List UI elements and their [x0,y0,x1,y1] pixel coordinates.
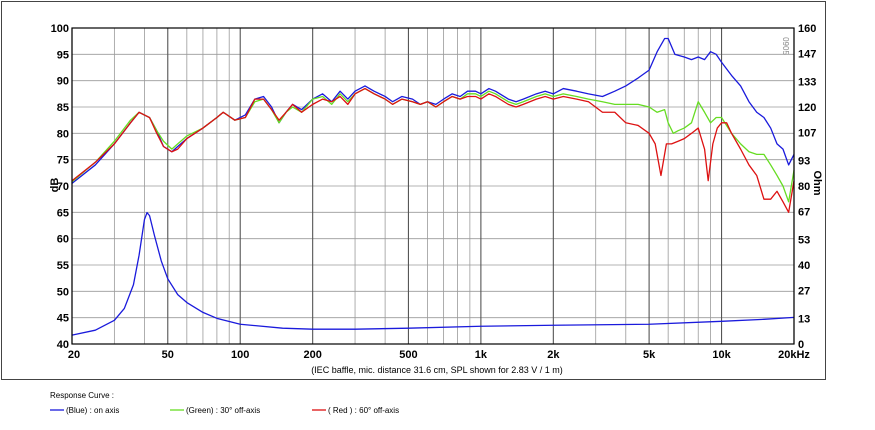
y-left-axis-title: dB [49,178,61,193]
on-axis-curve [71,37,795,184]
y-left-tick-label: 80 [57,128,69,140]
x-tick-label: 5k [643,349,656,361]
y-left-tick-label: 100 [51,23,69,35]
y-left-tick-label: 45 [57,313,69,325]
y-left-tick-label: 85 [57,102,69,114]
y-left-tick-label: 75 [57,155,69,167]
y-right-tick-label: 93 [798,155,810,167]
x-tick-label: 200 [303,349,321,361]
off-axis-60-curve [71,87,795,213]
x-tick-label: 1k [475,349,488,361]
x-tick-label: 20kHz [778,349,810,361]
y-right-tick-label: 147 [798,49,816,61]
y-left-tick-label: 60 [57,234,69,246]
impedance-curve [71,212,795,336]
y-left-tick-label: 40 [57,339,69,351]
legend-entry: (Blue) : on axis [66,406,119,415]
y-right-tick-label: 27 [798,286,810,298]
x-tick-label: 100 [231,349,249,361]
legend-entry: (Green) : 30° off-axis [186,406,260,415]
y-right-tick-label: 160 [798,23,816,35]
x-tick-label: 10k [712,349,731,361]
y-left-tick-label: 90 [57,76,69,88]
measurement-note: (IEC baffle, mic. distance 31.6 cm, SPL … [311,365,563,375]
plot-area-border [71,27,795,345]
legend: Response Curve : (Blue) : on axis (Green)… [50,391,399,415]
legend-title: Response Curve : [50,391,114,400]
y-left-tick-label: 55 [57,260,69,272]
y-right-tick-label: 13 [798,313,810,325]
tick-labels: 20 50 100 200 500 1k 2k 5k 10k 20kHz 40 45 50 55 60 65 7… [51,23,817,361]
y-left-tick-label: 95 [57,49,69,61]
figure-frame [1,1,826,380]
y-right-tick-label: 40 [798,260,810,272]
y-left-tick-label: 50 [57,286,69,298]
y-left-tick-label: 70 [57,181,69,193]
y-right-tick-label: 133 [798,76,816,88]
x-tick-label: 500 [399,349,417,361]
y-right-tick-label: 0 [798,339,804,351]
x-tick-label: 50 [162,349,174,361]
y-right-tick-label: 120 [798,102,816,114]
y-right-tick-label: 107 [798,128,816,140]
x-tick-label: 2k [547,349,560,361]
legend-entry: ( Red ) : 60° off-axis [328,406,399,415]
watermark-code: 0905 [781,37,790,55]
y-right-tick-label: 80 [798,181,810,193]
y-right-tick-label: 67 [798,207,810,219]
x-tick-label: 20 [68,349,80,361]
y-right-axis-title: Ohm [811,170,823,195]
y-right-tick-label: 53 [798,234,810,246]
curves [71,37,795,336]
y-left-tick-label: 65 [57,207,69,219]
